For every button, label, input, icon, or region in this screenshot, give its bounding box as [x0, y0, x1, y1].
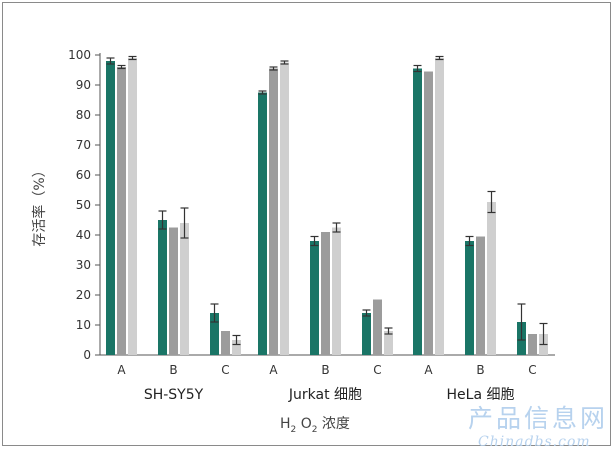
bar [158, 220, 167, 355]
category-label: A [117, 363, 126, 377]
bars [106, 55, 548, 355]
category-label: C [373, 363, 381, 377]
bar [424, 71, 433, 355]
bar [384, 331, 393, 355]
bar [373, 299, 382, 355]
bar [332, 227, 341, 355]
y-tick-label: 70 [76, 138, 91, 152]
x-axis-label-o: O [296, 416, 311, 432]
y-tick-label: 90 [76, 78, 91, 92]
chart-frame [2, 2, 611, 446]
bar [435, 58, 444, 355]
bar [465, 241, 474, 355]
bar [321, 232, 330, 355]
bar [221, 331, 230, 355]
y-axis-label: 存活率（%） [31, 163, 48, 246]
x-axis-label: H2 O2 浓度 [280, 416, 350, 435]
y-tick-label: 10 [76, 318, 91, 332]
bar [413, 68, 422, 355]
watermark-url: Chinadbs.com [478, 434, 591, 450]
group-label: Jurkat 细胞 [288, 387, 362, 403]
y-tick-label: 40 [76, 228, 91, 242]
x-axis-label-sub1: 2 [291, 425, 297, 435]
bar [310, 241, 319, 355]
bar [269, 68, 278, 355]
group-label: SH-SY5Y [144, 387, 204, 403]
category-label: C [528, 363, 536, 377]
category-label: B [169, 363, 177, 377]
category-label: A [424, 363, 433, 377]
bar [258, 92, 267, 355]
category-label: A [269, 363, 278, 377]
bar [169, 227, 178, 355]
labels: A B C SH-SY5Y A B C Jurkat 细胞 A B C HeLa 细胞 [117, 363, 536, 403]
x-axis-label-tail: 浓度 [317, 416, 349, 432]
x-axis-label-h: H [280, 416, 291, 432]
bar [528, 334, 537, 355]
bar [106, 61, 115, 355]
bar [210, 313, 219, 355]
category-label: C [221, 363, 229, 377]
bar [232, 340, 241, 355]
y-tick-label: 100 [68, 48, 91, 62]
y-tick-label: 30 [76, 258, 91, 272]
bar [476, 236, 485, 355]
y-tick-label: 80 [76, 108, 91, 122]
bar [180, 223, 189, 355]
y-tick-label: 50 [76, 198, 91, 212]
category-label: B [321, 363, 329, 377]
x-axis-label-sub2: 2 [312, 425, 318, 435]
bar [128, 58, 137, 355]
bar [117, 67, 126, 355]
bar [280, 62, 289, 355]
watermark-logo: 产品信息网 [468, 404, 608, 433]
bar [487, 202, 496, 355]
y-tick-label: 60 [76, 168, 91, 182]
bar [362, 313, 371, 355]
y-tick-label: 0 [83, 348, 91, 362]
category-label: B [476, 363, 484, 377]
y-tick-label: 20 [76, 288, 91, 302]
group-label: HeLa 细胞 [447, 387, 515, 403]
